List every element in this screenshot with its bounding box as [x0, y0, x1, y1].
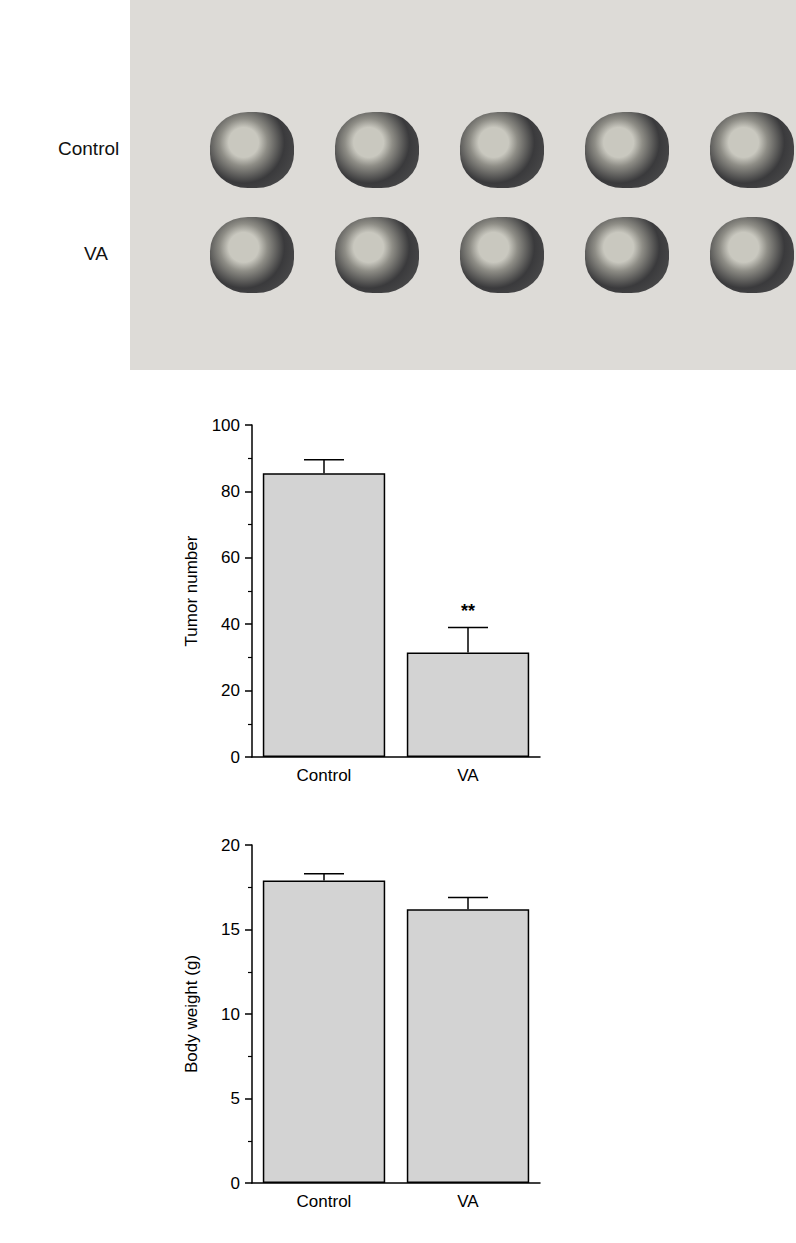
svg-text:Tumor number: Tumor number — [182, 535, 201, 646]
svg-text:VA: VA — [457, 1192, 479, 1211]
svg-text:Control: Control — [297, 766, 352, 785]
svg-text:VA: VA — [457, 766, 479, 785]
html-text:Control: Control — [58, 138, 120, 159]
svg-text:**: ** — [461, 601, 475, 621]
svg-text:20: 20 — [221, 681, 240, 700]
svg-text:60: 60 — [221, 548, 240, 567]
svg-text:Body weight (g): Body weight (g) — [182, 955, 201, 1073]
svg-text:20: 20 — [221, 836, 240, 855]
svg-text:40: 40 — [221, 615, 240, 634]
svg-text:100: 100 — [212, 416, 240, 435]
svg-text:80: 80 — [221, 482, 240, 501]
svg-text:10: 10 — [221, 1005, 240, 1024]
svg-text:Control: Control — [297, 1192, 352, 1211]
html-text:VA: VA — [84, 243, 108, 264]
svg-text:0: 0 — [231, 748, 240, 767]
svg-text:0: 0 — [231, 1174, 240, 1193]
svg-text:15: 15 — [221, 920, 240, 939]
svg-text:5: 5 — [231, 1089, 240, 1108]
